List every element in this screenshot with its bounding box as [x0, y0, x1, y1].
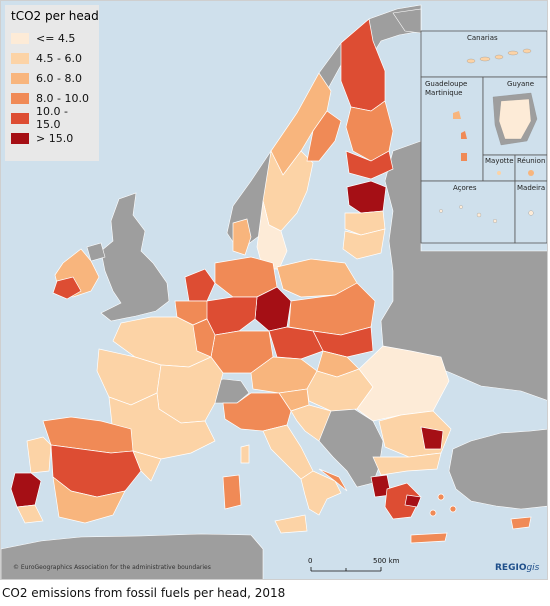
greece-south [384, 482, 422, 520]
legend-swatch [11, 112, 29, 124]
inset-antilles [420, 76, 484, 182]
legend-item: > 15.0 [11, 128, 93, 148]
inset-canarias [420, 30, 547, 78]
greek-island [449, 505, 457, 513]
inset-mayotte [482, 154, 516, 182]
legend-item: 8.0 - 10.0 [11, 88, 93, 108]
inset-label-reunion: Réunion [517, 157, 546, 165]
sardinia [222, 474, 242, 510]
legend-swatch [11, 32, 29, 44]
legend-swatch [11, 52, 29, 64]
inset-madeira [514, 180, 547, 244]
inset-label-guadeloupe: Guadeloupe [425, 80, 468, 88]
legend: tCO2 per head <= 4.5 4.5 - 6.0 6.0 - 8.0… [5, 5, 99, 161]
greek-island [429, 509, 437, 517]
legend-label: <= 4.5 [36, 31, 76, 45]
legend-item: <= 4.5 [11, 28, 93, 48]
brand-main: REGIO [495, 563, 527, 573]
france-grandest [192, 318, 216, 358]
sicily [274, 514, 308, 534]
finland-south [345, 150, 394, 180]
legend-label: 6.0 - 8.0 [36, 71, 82, 85]
inset-label-guyane: Guyane [507, 80, 535, 88]
brand-italic: gis [526, 563, 540, 573]
inset-label-mayotte: Mayotte [485, 157, 514, 165]
italy-north [222, 392, 292, 432]
inset-reunion [514, 154, 547, 182]
italy-puglia [318, 468, 348, 492]
legend-item: 6.0 - 8.0 [11, 68, 93, 88]
inset-label-acores: Açores [453, 184, 477, 192]
denmark [232, 218, 252, 256]
portugal-south [16, 504, 44, 524]
lithuania [342, 228, 386, 260]
bulgaria-hot [420, 426, 444, 450]
crete [410, 532, 448, 544]
legend-item: 10.0 - 15.0 [11, 105, 93, 131]
france-east [156, 356, 224, 424]
map-frame: tCO2 per head <= 4.5 4.5 - 6.0 6.0 - 8.0… [0, 0, 548, 580]
scale-label-end: 500 km [373, 557, 400, 565]
sweden-south [256, 200, 288, 270]
inset-panels [420, 30, 547, 244]
inset-label-canarias: Canarias [467, 34, 498, 42]
italy-south [300, 470, 342, 516]
italy-central [262, 424, 314, 480]
greece-attica [404, 494, 422, 508]
spain-east [132, 450, 162, 482]
legend-label: 10.0 - 15.0 [36, 105, 68, 131]
germany-west [206, 296, 258, 336]
greece-north [372, 452, 442, 476]
legend-label: 8.0 - 10.0 [36, 91, 89, 105]
legend-item: 4.5 - 6.0 [11, 48, 93, 68]
netherlands [184, 268, 216, 302]
sweden-bothnia [306, 110, 342, 162]
greek-island [437, 493, 445, 501]
romania [356, 345, 450, 422]
legend-title: tCO2 per head [11, 9, 99, 23]
cyprus [510, 516, 532, 530]
croatia [290, 404, 332, 442]
legend-swatch [11, 72, 29, 84]
scale-label-start: 0 [308, 557, 313, 565]
regiogis-logo: REGIOgis [495, 563, 539, 573]
map-caption: CO2 emissions from fossil fuels per head… [2, 586, 286, 600]
corsica [240, 444, 250, 464]
legend-swatch [11, 132, 29, 144]
portugal-central [10, 472, 42, 508]
estonia [346, 180, 387, 214]
united-kingdom [100, 192, 170, 322]
germany-north [214, 256, 278, 298]
legend-label: 4.5 - 6.0 [36, 51, 82, 65]
portugal-north [26, 436, 52, 474]
inset-label-madeira: Madeira [517, 184, 546, 192]
scale-bar [310, 567, 382, 572]
north-africa [1, 533, 264, 579]
turkey [448, 428, 547, 510]
spain-south [52, 476, 126, 524]
ireland-east [52, 276, 82, 300]
legend-swatch [11, 92, 29, 104]
eu-regions [10, 18, 532, 544]
northern-ireland [86, 242, 106, 262]
attribution-text: © EuroGeographics Association for the ad… [13, 564, 211, 571]
europe-map [1, 4, 547, 579]
legend-label: > 15.0 [36, 131, 74, 145]
inset-label-martinique: Martinique [425, 89, 463, 97]
inset-acores [420, 180, 516, 244]
